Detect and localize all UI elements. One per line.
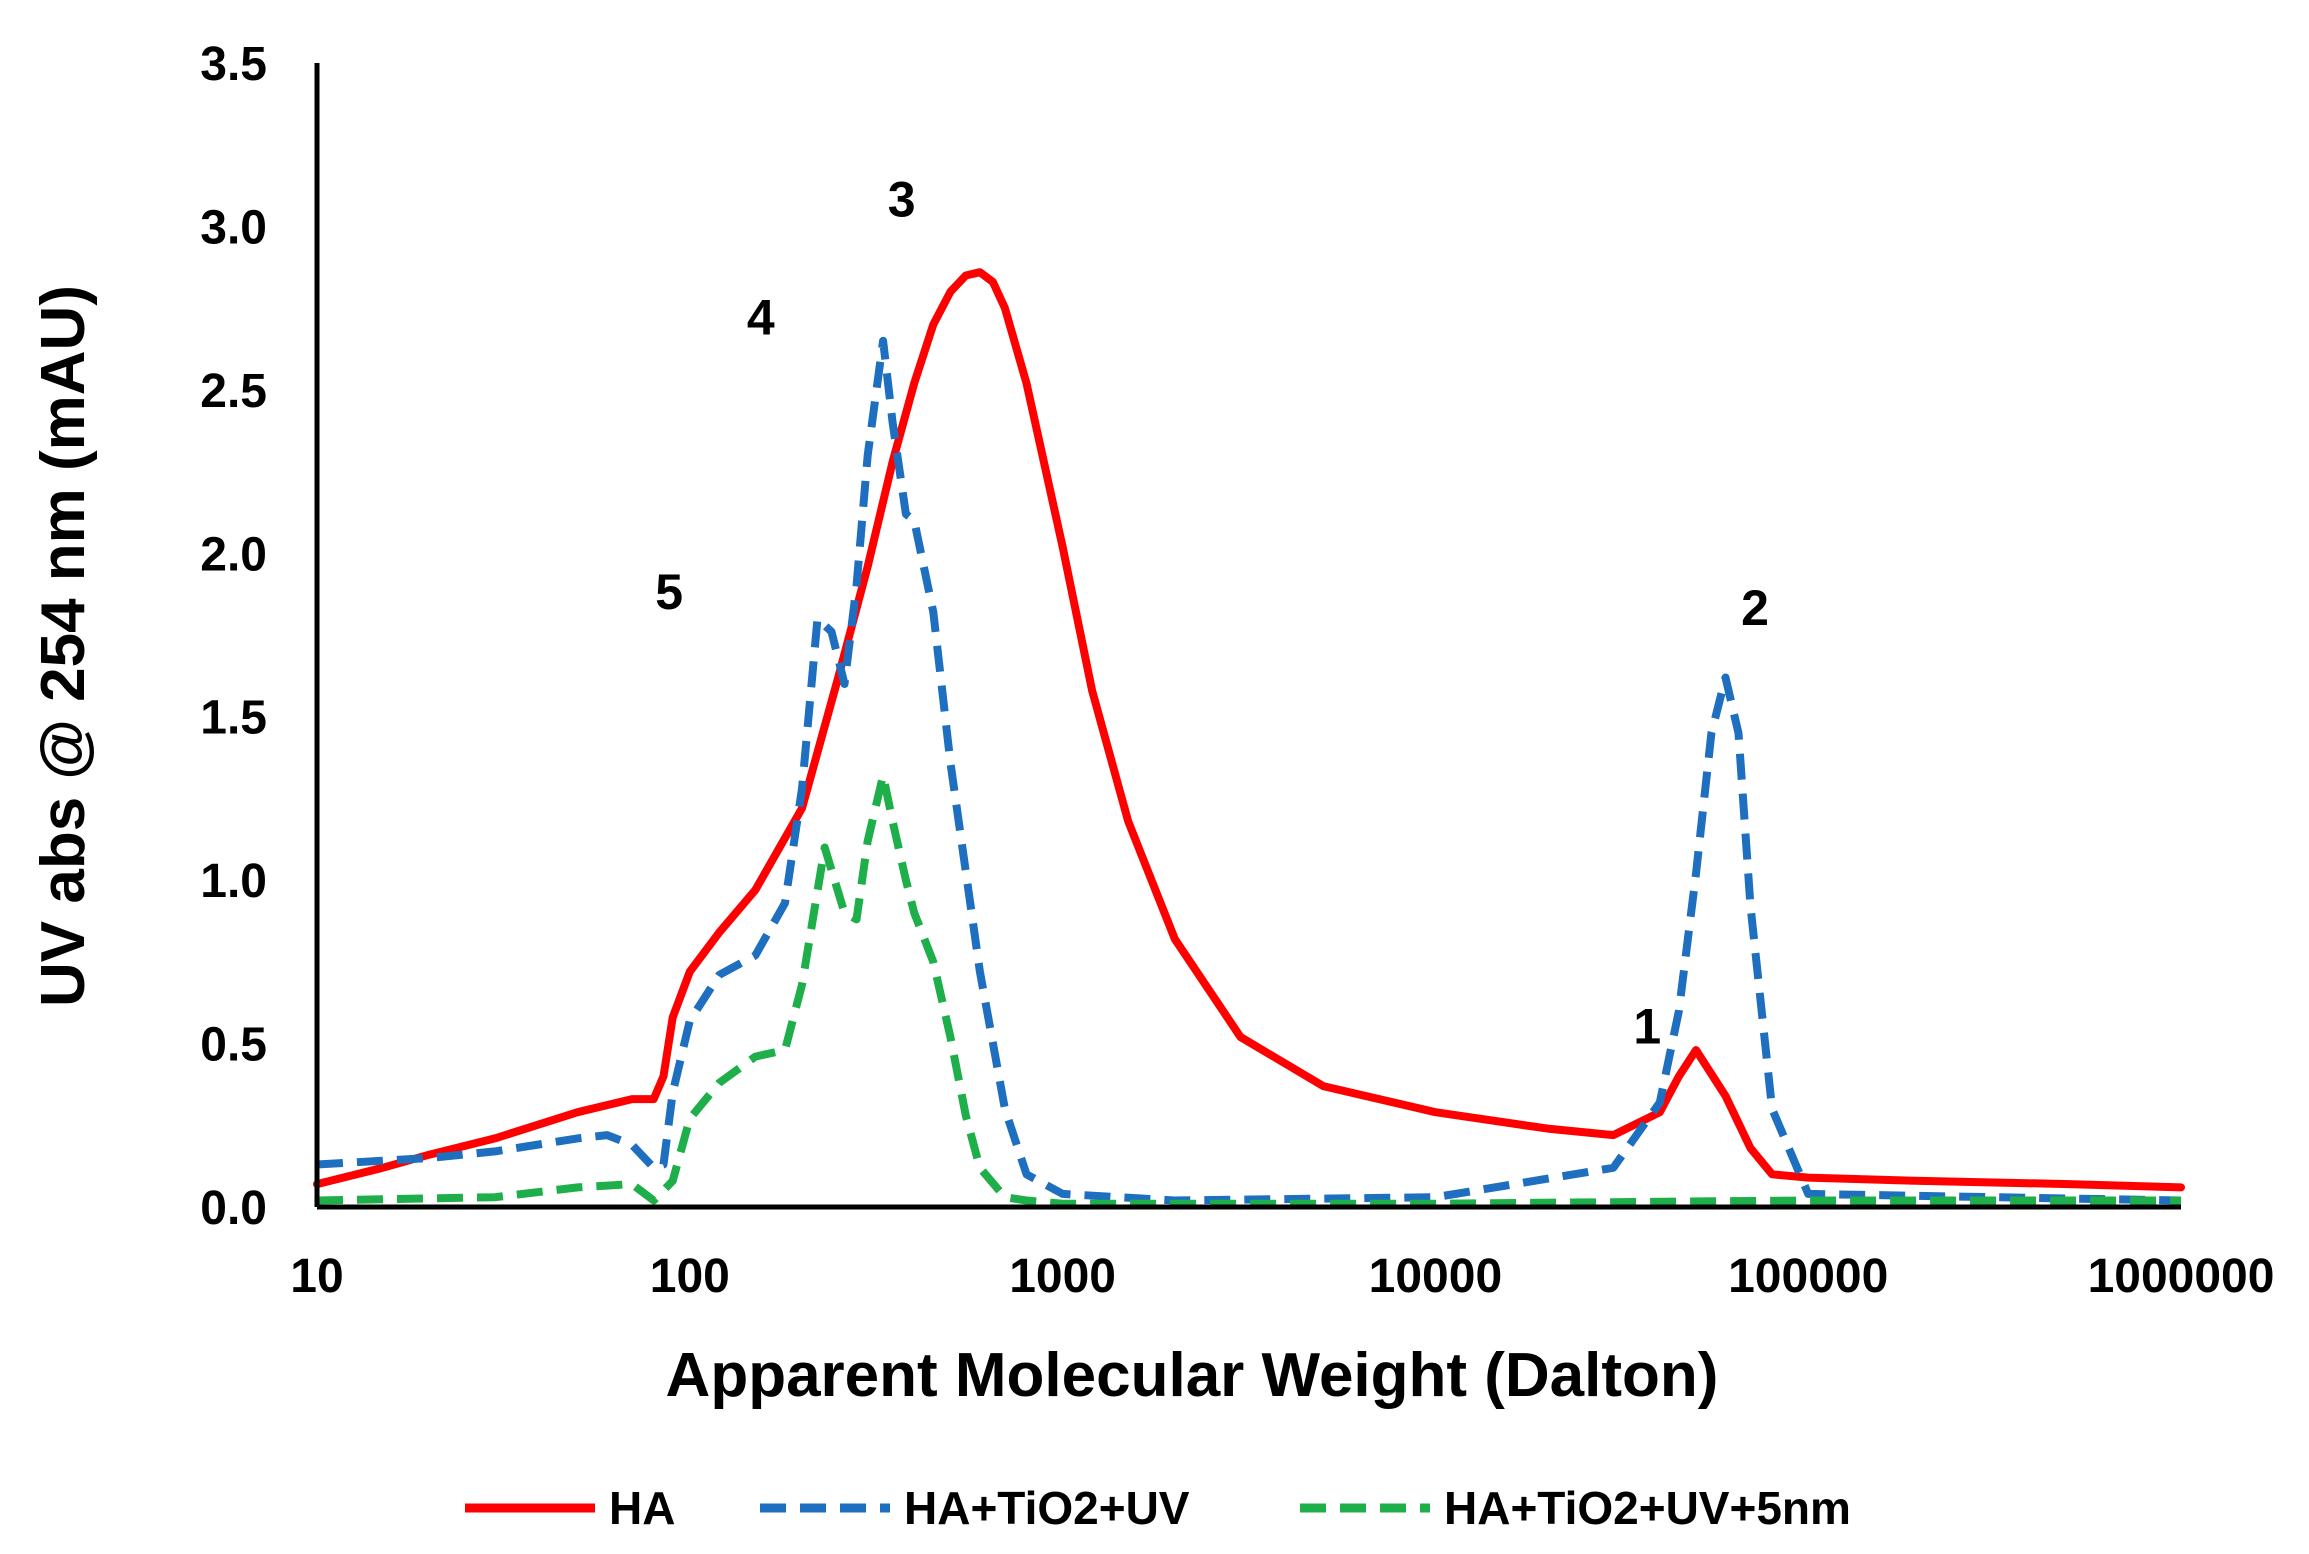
legend: HA HA+TiO2+UV HA+TiO2+UV+5nm [465,1482,1851,1534]
y-tick-label: 2.0 [200,528,267,581]
series-line-ha [313,268,2185,1192]
x-tick-label: 10 [290,1250,343,1303]
x-tick-label: 1000 [1009,1250,1116,1303]
legend-label-ha: HA [609,1482,675,1534]
y-tick-label: 0.5 [200,1019,267,1072]
axes-layer [314,63,2181,1210]
y-tick-label: 3.5 [200,38,267,91]
x-tick-label: 100 [650,1250,730,1303]
legend-label-ha-tio2-uv: HA+TiO2+UV [904,1482,1190,1534]
peak-annotations: 1 2 3 4 5 [655,172,1769,1055]
peak-label: 2 [1741,580,1769,636]
x-tick-label: 10000 [1369,1250,1502,1303]
x-axis-title: Apparent Molecular Weight (Dalton) [666,1341,1719,1410]
peak-label: 4 [747,289,775,345]
series-line-ha-tio2-uv [316,336,2182,1205]
y-tick-label: 1.5 [200,692,267,745]
x-tick-label: 1000000 [2088,1250,2275,1303]
series-line-ha-tio2-uv-5nm [316,771,2181,1208]
y-tick-label: 2.5 [200,365,267,418]
series-layer [313,268,2185,1208]
x-tick-label: 100000 [1728,1250,1888,1303]
x-tick-labels: 10 100 1000 10000 100000 1000000 [290,1250,2274,1303]
peak-label: 1 [1633,999,1661,1055]
legend-label-ha-tio2-uv-5nm: HA+TiO2+UV+5nm [1444,1482,1851,1534]
y-tick-labels: 0.0 0.5 1.0 1.5 2.0 2.5 3.0 3.5 [200,38,267,1235]
peak-label: 5 [655,564,683,620]
peak-label: 3 [888,172,916,228]
y-axis-title: UV abs @ 254 nm (mAU) [29,285,98,1007]
y-tick-label: 0.0 [200,1182,267,1235]
y-tick-label: 1.0 [200,855,267,908]
y-tick-label: 3.0 [200,201,267,254]
